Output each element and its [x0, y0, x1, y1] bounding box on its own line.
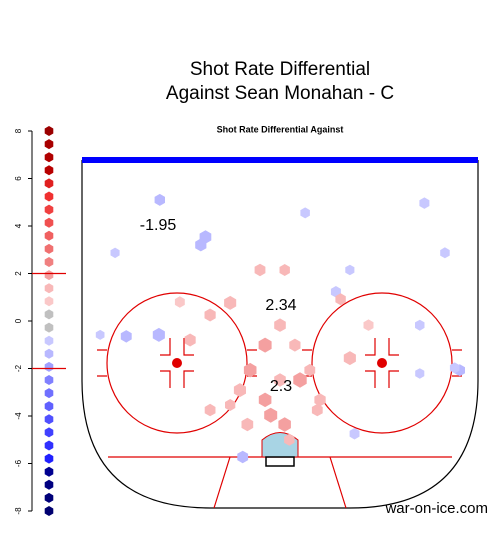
legend-swatch: [44, 283, 54, 294]
caption: war-on-ice.com: [384, 500, 488, 517]
hex: [224, 295, 237, 310]
hex: [440, 247, 450, 259]
hex: [154, 193, 165, 206]
hex: [264, 407, 278, 423]
hex: [343, 351, 356, 366]
legend-tick-label: 2: [14, 271, 23, 276]
region-value: -1.95: [140, 217, 177, 234]
hex: [278, 417, 291, 432]
hex: [233, 383, 246, 398]
region-value: 2.3: [270, 378, 292, 395]
legend-swatch: [44, 322, 54, 333]
hex: [304, 363, 316, 377]
hex: [293, 372, 307, 388]
legend-swatch: [44, 139, 54, 150]
legend-swatch: [44, 126, 54, 136]
region-value: 2.34: [265, 297, 296, 314]
legend-swatch: [44, 230, 54, 241]
legend-tick-label: -8: [14, 507, 23, 515]
chart-title: Against Sean Monahan - C: [166, 83, 394, 104]
hex: [345, 264, 355, 276]
chart-title: Shot Rate Differential: [190, 59, 370, 80]
legend-tick-label: 0: [14, 318, 23, 323]
hex: [300, 207, 310, 219]
legend-tick-label: -4: [14, 412, 23, 420]
hex: [204, 308, 216, 322]
hex: [449, 362, 460, 374]
hex: [204, 403, 216, 417]
hex: [335, 293, 346, 306]
hex: [254, 263, 266, 277]
legend-swatch: [44, 479, 54, 490]
legend-swatch: [44, 217, 54, 228]
legend-swatch: [44, 375, 54, 385]
legend-swatch: [44, 165, 54, 176]
hex: [274, 373, 286, 387]
hex: [174, 296, 185, 308]
legend-swatch: [44, 348, 54, 359]
legend-tick-label: 8: [14, 128, 23, 133]
hex: [415, 319, 425, 331]
legend-tick-label: -6: [14, 459, 23, 467]
legend-swatch: [44, 414, 54, 425]
legend-swatch: [44, 388, 54, 399]
hex: [95, 329, 105, 340]
legend-swatch: [44, 440, 54, 451]
hex: [419, 197, 430, 209]
rink: [81, 157, 479, 509]
hex: [274, 318, 286, 332]
legend-swatch: [44, 243, 54, 254]
legend-swatch: [44, 466, 54, 477]
hex: [415, 368, 425, 379]
hex: [225, 399, 236, 411]
hex: [314, 393, 326, 407]
legend-tick-label: 4: [14, 223, 23, 228]
hex: [311, 403, 323, 417]
hex: [195, 238, 207, 252]
legend-swatch: [44, 401, 54, 412]
hex: [363, 319, 374, 331]
hex: [241, 417, 254, 432]
legend-tick-label: 6: [14, 176, 23, 181]
hex: [284, 433, 295, 446]
legend-swatch: [44, 361, 54, 372]
hex: [349, 428, 360, 440]
legend-swatch: [44, 453, 54, 464]
hex: [258, 337, 272, 353]
legend-tick-label: -2: [14, 364, 23, 372]
legend-swatch: [44, 178, 54, 189]
legend-swatch: [44, 257, 54, 267]
legend-swatch: [44, 191, 54, 202]
hex: [258, 392, 272, 408]
hex: [243, 362, 257, 378]
legend-swatch: [44, 427, 54, 438]
hex: [184, 333, 196, 347]
hex: [289, 338, 301, 352]
hex: [110, 247, 120, 259]
legend-swatch: [44, 152, 54, 163]
legend-swatch: [44, 270, 54, 281]
legend-swatch: [44, 204, 54, 215]
hex: [152, 327, 165, 342]
hex: [120, 330, 132, 343]
legend-swatch: [44, 309, 54, 320]
legend-swatch: [44, 506, 54, 516]
chart-subtitle: Shot Rate Differential Against: [217, 124, 344, 134]
legend-swatch: [44, 492, 54, 503]
hex: [279, 264, 290, 276]
hex: [237, 450, 249, 464]
legend-swatch: [44, 335, 54, 346]
legend-swatch: [44, 296, 54, 307]
